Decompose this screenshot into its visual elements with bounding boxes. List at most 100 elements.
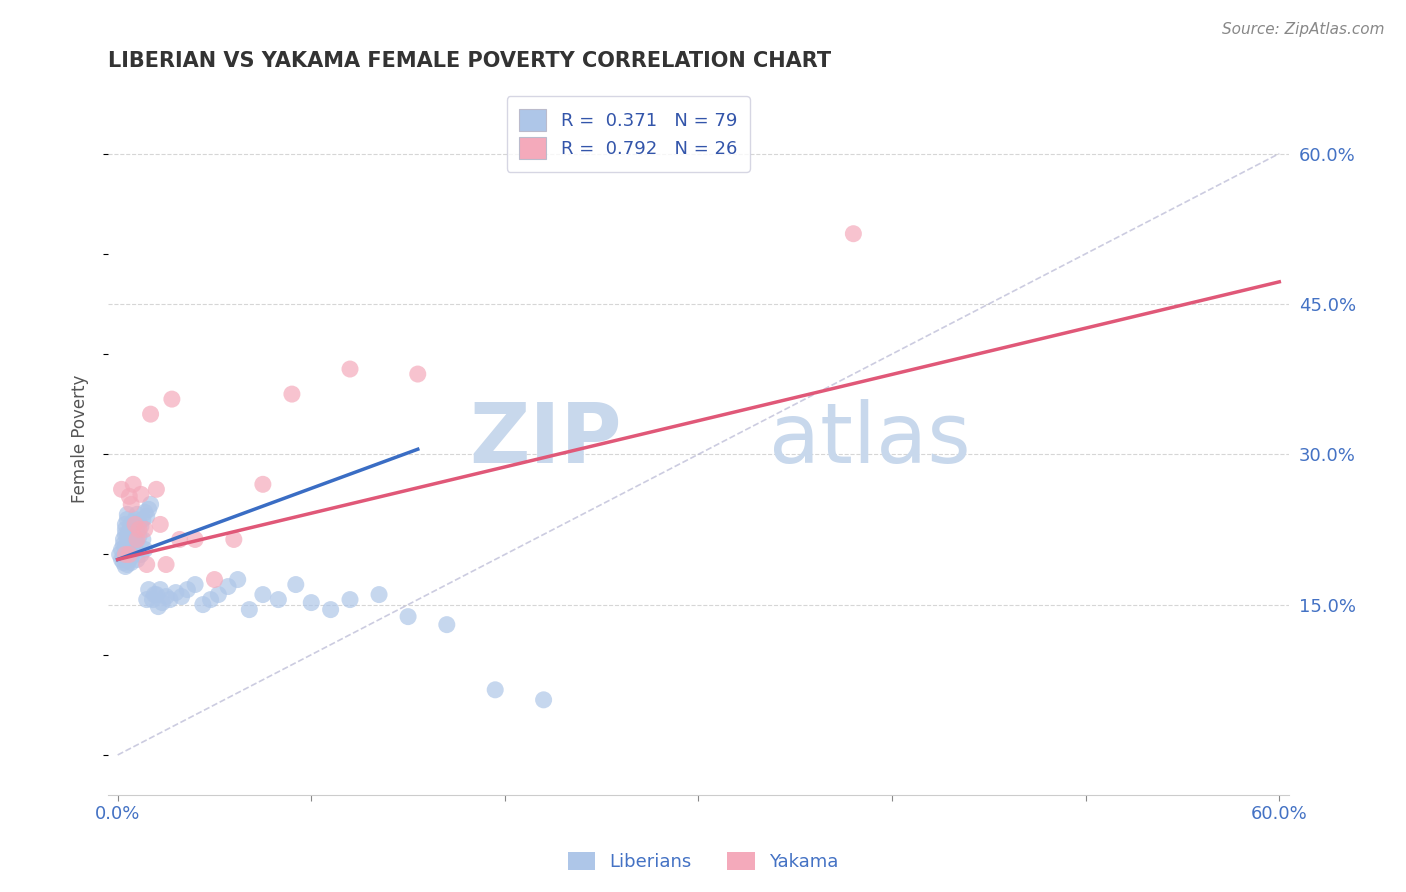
Point [184, 533, 207, 547]
Point [129, 548, 152, 562]
Point [396, 609, 419, 624]
Point [118, 525, 141, 540]
Point [120, 517, 142, 532]
Text: LIBERIAN VS YAKAMA FEMALE POVERTY CORRELATION CHART: LIBERIAN VS YAKAMA FEMALE POVERTY CORREL… [108, 51, 831, 70]
Y-axis label: Female Poverty: Female Poverty [72, 375, 89, 503]
Point [114, 527, 136, 541]
Point [118, 548, 141, 562]
Point [132, 533, 155, 547]
Point [138, 582, 160, 597]
Point [117, 542, 139, 557]
Point [217, 580, 239, 594]
Point [184, 577, 207, 591]
Point [191, 598, 214, 612]
Point [117, 512, 139, 526]
Point [155, 590, 177, 604]
Point [125, 508, 148, 522]
Point [114, 559, 136, 574]
Point [159, 592, 181, 607]
Point [120, 497, 142, 511]
Point [134, 523, 156, 537]
Point [112, 533, 135, 547]
Point [200, 592, 222, 607]
Point [406, 367, 429, 381]
Point [122, 519, 145, 533]
Point [148, 599, 170, 614]
Point [114, 517, 136, 532]
Point [118, 552, 141, 566]
Point [484, 682, 506, 697]
Point [120, 556, 142, 570]
Point [252, 477, 274, 491]
Point [125, 523, 148, 537]
Text: ZIP: ZIP [470, 399, 621, 480]
Point [114, 523, 136, 537]
Point [128, 523, 150, 537]
Point [124, 512, 146, 526]
Point [122, 529, 145, 543]
Point [368, 588, 391, 602]
Point [319, 602, 342, 616]
Point [114, 540, 136, 554]
Point [176, 582, 198, 597]
Point [110, 483, 132, 497]
Point [117, 529, 139, 543]
Point [124, 542, 146, 557]
Point [135, 509, 157, 524]
Point [339, 362, 361, 376]
Point [842, 227, 865, 241]
Point [533, 693, 555, 707]
Point [108, 548, 131, 562]
Point [169, 533, 191, 547]
Point [129, 519, 152, 533]
Point [207, 588, 229, 602]
Point [204, 573, 226, 587]
Point [149, 582, 172, 597]
Point [149, 517, 172, 532]
Point [124, 533, 146, 547]
Point [132, 512, 155, 526]
Point [134, 505, 156, 519]
Point [117, 508, 139, 522]
Point [110, 542, 132, 557]
Point [436, 617, 458, 632]
Point [160, 392, 183, 406]
Point [112, 556, 135, 570]
Point [155, 558, 177, 572]
Point [145, 483, 167, 497]
Legend: Liberians, Yakama: Liberians, Yakama [561, 845, 845, 879]
Point [165, 585, 187, 599]
Point [299, 596, 322, 610]
Point [118, 548, 141, 562]
Point [120, 523, 142, 537]
Point [139, 497, 162, 511]
Point [125, 552, 148, 566]
Point [124, 517, 146, 532]
Point [110, 552, 132, 566]
Point [267, 592, 290, 607]
Point [114, 548, 136, 562]
Point [150, 596, 173, 610]
Point [120, 549, 142, 564]
Point [134, 542, 156, 557]
Point [135, 558, 157, 572]
Point [117, 552, 139, 566]
Point [143, 588, 166, 602]
Point [125, 533, 148, 547]
Point [112, 549, 135, 564]
Point [135, 592, 157, 607]
Point [122, 537, 145, 551]
Point [118, 537, 141, 551]
Point [252, 588, 274, 602]
Text: atlas: atlas [769, 399, 972, 480]
Point [145, 588, 167, 602]
Point [238, 602, 260, 616]
Legend: R =  0.371   N = 79, R =  0.792   N = 26: R = 0.371 N = 79, R = 0.792 N = 26 [506, 96, 749, 171]
Point [118, 489, 141, 503]
Point [117, 558, 139, 572]
Point [139, 407, 162, 421]
Text: Source: ZipAtlas.com: Source: ZipAtlas.com [1222, 22, 1385, 37]
Point [226, 573, 249, 587]
Point [170, 590, 193, 604]
Point [122, 477, 145, 491]
